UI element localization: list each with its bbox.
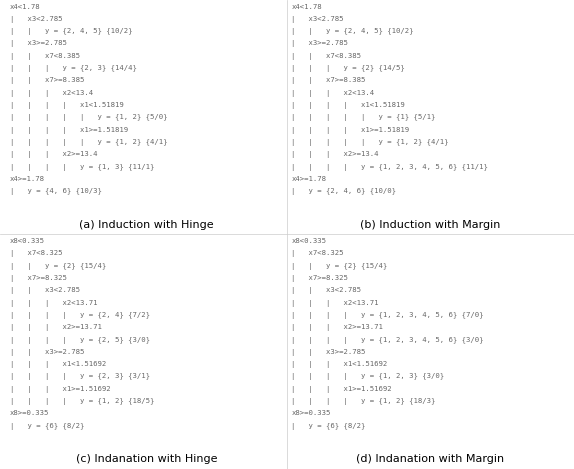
Text: |   y = {4, 6} {10/3}: | y = {4, 6} {10/3} [10,188,102,195]
Text: |   |   x3>=2.785: | | x3>=2.785 [292,349,366,356]
Text: |   |   |   x1>=1.51692: | | | x1>=1.51692 [292,386,392,393]
Text: x8<0.335: x8<0.335 [10,238,45,244]
Text: |   |   x7>=8.385: | | x7>=8.385 [292,77,366,84]
Text: |   |   x7>=8.385: | | x7>=8.385 [10,77,84,84]
Text: (c) Indanation with Hinge: (c) Indanation with Hinge [76,454,217,464]
Text: |   |   |   |   y = {1, 2, 3} {3/0}: | | | | y = {1, 2, 3} {3/0} [292,373,444,380]
Text: |   |   |   x1>=1.51692: | | | x1>=1.51692 [10,386,111,393]
Text: |   |   x7<8.385: | | x7<8.385 [292,53,361,60]
Text: |   |   |   |   y = {1, 3} {11/1}: | | | | y = {1, 3} {11/1} [10,164,154,171]
Text: |   |   y = {2} {15/4}: | | y = {2} {15/4} [292,263,387,270]
Text: |   x7>=8.325: | x7>=8.325 [292,275,348,282]
Text: |   x3<2.785: | x3<2.785 [292,16,344,23]
Text: |   x7>=8.325: | x7>=8.325 [10,275,67,282]
Text: |   y = {6} {8/2}: | y = {6} {8/2} [292,423,366,430]
Text: (b) Induction with Margin: (b) Induction with Margin [360,220,501,230]
Text: |   |   |   |   |   y = {1} {5/1}: | | | | | y = {1} {5/1} [292,114,436,121]
Text: |   |   |   x2>=13.4: | | | x2>=13.4 [10,151,98,158]
Text: |   x7<8.325: | x7<8.325 [10,250,63,257]
Text: |   |   |   x2<13.4: | | | x2<13.4 [292,90,374,97]
Text: |   |   |   |   |   y = {1, 2} {4/1}: | | | | | y = {1, 2} {4/1} [292,139,449,146]
Text: |   x3>=2.785: | x3>=2.785 [10,40,67,47]
Text: |   |   |   |   x1<1.51819: | | | | x1<1.51819 [10,102,124,109]
Text: x4<1.78: x4<1.78 [10,4,41,9]
Text: |   |   |   x2<13.71: | | | x2<13.71 [292,300,379,307]
Text: |   |   x3<2.785: | | x3<2.785 [10,287,80,294]
Text: |   |   |   x1<1.51692: | | | x1<1.51692 [10,361,106,368]
Text: |   x7<8.325: | x7<8.325 [292,250,344,257]
Text: |   |   |   |   y = {1, 2} {18/3}: | | | | y = {1, 2} {18/3} [292,398,436,405]
Text: x4<1.78: x4<1.78 [292,4,322,9]
Text: |   |   |   y = {2} {14/5}: | | | y = {2} {14/5} [292,65,405,72]
Text: |   |   y = {2} {15/4}: | | y = {2} {15/4} [10,263,106,270]
Text: |   x3<2.785: | x3<2.785 [10,16,63,23]
Text: x8<0.335: x8<0.335 [292,238,326,244]
Text: |   |   |   |   x1<1.51819: | | | | x1<1.51819 [292,102,405,109]
Text: |   y = {6} {8/2}: | y = {6} {8/2} [10,423,84,430]
Text: |   |   |   |   y = {2, 3} {3/1}: | | | | y = {2, 3} {3/1} [10,373,150,380]
Text: |   |   |   x2>=13.71: | | | x2>=13.71 [10,324,102,331]
Text: |   |   x7<8.385: | | x7<8.385 [10,53,80,60]
Text: |   |   |   x2<13.4: | | | x2<13.4 [10,90,93,97]
Text: x8>=0.335: x8>=0.335 [10,410,49,416]
Text: |   y = {2, 4, 6} {10/0}: | y = {2, 4, 6} {10/0} [292,188,396,195]
Text: |   |   |   x2>=13.71: | | | x2>=13.71 [292,324,383,331]
Text: |   |   x3>=2.785: | | x3>=2.785 [10,349,84,356]
Text: |   |   |   |   y = {2, 5} {3/0}: | | | | y = {2, 5} {3/0} [10,337,150,343]
Text: x8>=0.335: x8>=0.335 [292,410,331,416]
Text: |   |   |   |   y = {1, 2, 3, 4, 5, 6} {3/0}: | | | | y = {1, 2, 3, 4, 5, 6} {3/0} [292,337,484,343]
Text: |   |   |   |   y = {1, 2, 3, 4, 5, 6} {11/1}: | | | | y = {1, 2, 3, 4, 5, 6} {11/1} [292,164,488,171]
Text: (d) Indanation with Margin: (d) Indanation with Margin [356,454,505,464]
Text: |   |   |   |   |   y = {1, 2} {4/1}: | | | | | y = {1, 2} {4/1} [10,139,168,146]
Text: |   |   |   |   y = {1, 2, 3, 4, 5, 6} {7/0}: | | | | y = {1, 2, 3, 4, 5, 6} {7/0} [292,312,484,319]
Text: |   |   |   |   x1>=1.51819: | | | | x1>=1.51819 [10,127,128,134]
Text: |   |   |   x2>=13.4: | | | x2>=13.4 [292,151,379,158]
Text: (a) Induction with Hinge: (a) Induction with Hinge [79,220,214,230]
Text: |   |   |   y = {2, 3} {14/4}: | | | y = {2, 3} {14/4} [10,65,137,72]
Text: |   |   y = {2, 4, 5} {10/2}: | | y = {2, 4, 5} {10/2} [10,28,133,35]
Text: x4>=1.78: x4>=1.78 [292,176,326,182]
Text: |   |   |   |   x1>=1.51819: | | | | x1>=1.51819 [292,127,409,134]
Text: |   |   |   x1<1.51692: | | | x1<1.51692 [292,361,387,368]
Text: |   |   |   x2<13.71: | | | x2<13.71 [10,300,98,307]
Text: |   |   y = {2, 4, 5} {10/2}: | | y = {2, 4, 5} {10/2} [292,28,414,35]
Text: |   |   x3<2.785: | | x3<2.785 [292,287,361,294]
Text: |   |   |   |   y = {2, 4} {7/2}: | | | | y = {2, 4} {7/2} [10,312,150,319]
Text: |   x3>=2.785: | x3>=2.785 [292,40,348,47]
Text: x4>=1.78: x4>=1.78 [10,176,45,182]
Text: |   |   |   |   y = {1, 2} {18/5}: | | | | y = {1, 2} {18/5} [10,398,154,405]
Text: |   |   |   |   |   y = {1, 2} {5/0}: | | | | | y = {1, 2} {5/0} [10,114,168,121]
